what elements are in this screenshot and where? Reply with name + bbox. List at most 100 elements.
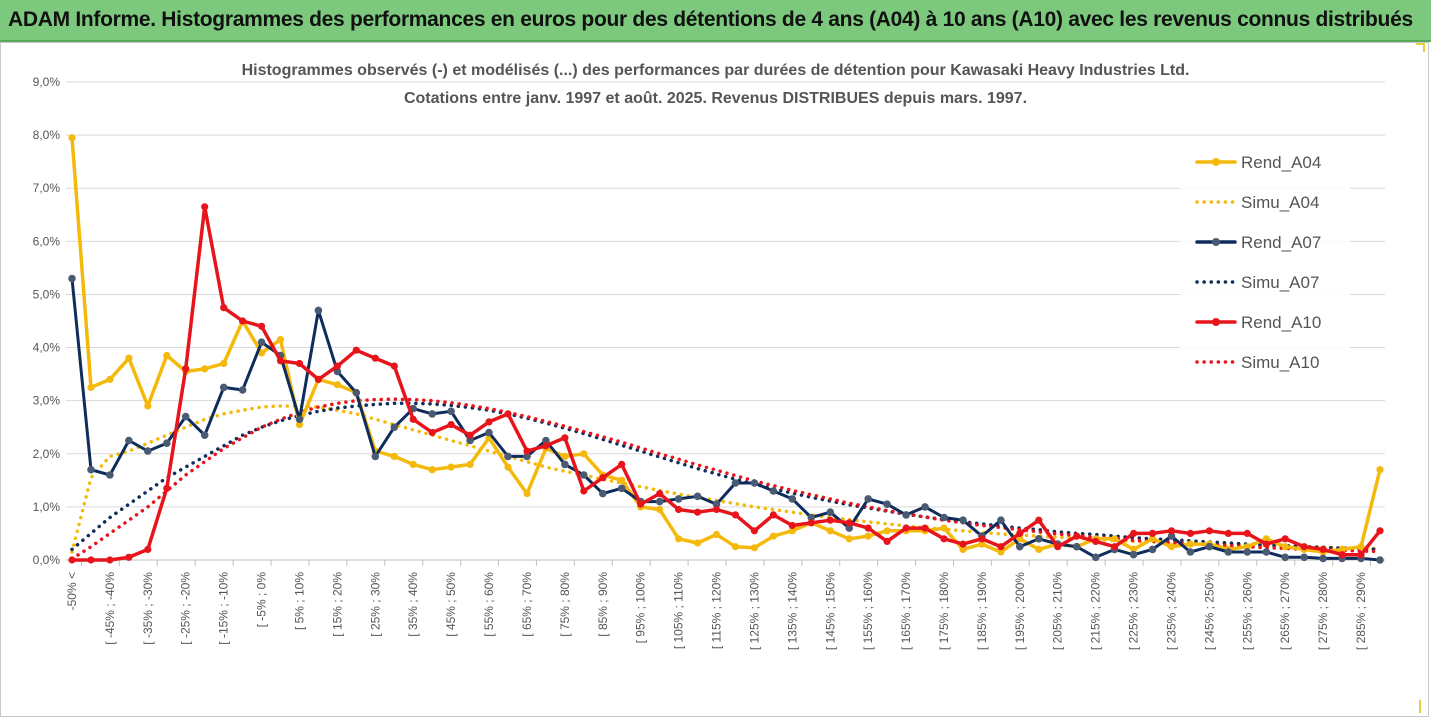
- data-point-rend-a07: [1376, 556, 1384, 564]
- data-point-rend-a10: [144, 545, 152, 554]
- data-point-rend-a10: [864, 524, 872, 532]
- data-point-rend-a10: [485, 418, 493, 426]
- series-line-simu-a10: [70, 397, 1382, 561]
- data-point-rend-a04: [561, 452, 569, 460]
- data-point-rend-a07: [87, 465, 95, 474]
- data-point-rend-a04: [1186, 540, 1194, 548]
- data-point-rend-a10: [106, 556, 114, 564]
- data-point-rend-a10: [921, 524, 929, 532]
- data-point-rend-a07: [1243, 548, 1252, 556]
- data-point-rend-a04: [580, 450, 588, 458]
- legend-label: Rend_A10: [1241, 313, 1321, 332]
- x-tick-label: [ 95% ; 100%: [634, 572, 648, 644]
- x-tick-label: [ 245% ; 250%: [1202, 572, 1216, 650]
- data-point-rend-a07: [1262, 548, 1271, 556]
- report-title: ADAM Informe. Histogrammes des performan…: [8, 8, 1413, 31]
- legend-label: Rend_A04: [1241, 153, 1321, 172]
- data-point-rend-a04: [504, 463, 512, 471]
- data-point-rend-a10: [1073, 532, 1081, 540]
- data-point-rend-a04: [295, 421, 304, 429]
- x-tick-label: [ 115% ; 120%: [710, 572, 724, 649]
- data-point-rend-a07: [295, 415, 304, 424]
- data-point-rend-a07: [1224, 548, 1233, 556]
- data-point-rend-a10: [902, 524, 910, 532]
- data-point-rend-a04: [1376, 466, 1384, 474]
- legend-label: Rend_A07: [1241, 233, 1321, 252]
- x-tick-label: [ 175% ; 180%: [937, 572, 951, 650]
- data-point-rend-a10: [845, 519, 853, 527]
- data-point-rend-a10: [163, 484, 171, 492]
- data-point-rend-a10: [712, 505, 721, 514]
- data-point-rend-a10: [542, 442, 550, 450]
- x-tick-label: [ 135% ; 140%: [785, 572, 799, 650]
- data-point-rend-a10: [390, 362, 398, 370]
- data-point-rend-a07: [163, 439, 171, 448]
- data-point-rend-a04: [826, 527, 834, 535]
- data-point-rend-a04: [1148, 535, 1157, 543]
- data-point-rend-a10: [314, 375, 322, 383]
- y-tick-label: 9,0%: [33, 75, 61, 89]
- data-point-rend-a04: [276, 336, 285, 344]
- data-point-rend-a07: [333, 367, 342, 376]
- data-point-rend-a04: [68, 134, 76, 142]
- data-point-rend-a04: [1167, 543, 1176, 551]
- data-point-rend-a10: [1205, 527, 1213, 535]
- x-tick-label: [ 85% ; 90%: [596, 572, 610, 637]
- data-point-rend-a07: [655, 497, 664, 506]
- chart-title: Histogrammes observés (-) et modélisés (…: [241, 62, 1190, 79]
- data-point-rend-a04: [125, 354, 133, 362]
- x-tick-label: [ 195% ; 200%: [1013, 572, 1027, 650]
- data-point-rend-a07: [371, 452, 380, 461]
- data-point-rend-a04: [788, 527, 796, 535]
- data-point-rend-a04: [883, 527, 891, 535]
- legend-label: Simu_A10: [1241, 353, 1319, 372]
- data-point-rend-a04: [523, 490, 531, 498]
- data-point-rend-a07: [390, 423, 399, 432]
- data-point-rend-a04: [997, 548, 1005, 556]
- data-point-rend-a04: [1111, 535, 1119, 543]
- data-point-rend-a04: [163, 351, 171, 360]
- data-point-rend-a10: [295, 359, 304, 368]
- data-point-rend-a07: [826, 508, 835, 516]
- data-point-rend-a10: [959, 540, 967, 548]
- y-tick-label: 7,0%: [33, 181, 61, 195]
- data-point-rend-a04: [712, 530, 721, 539]
- data-point-rend-a04: [87, 383, 95, 391]
- data-point-rend-a07: [997, 516, 1005, 524]
- data-point-rend-a10: [637, 500, 645, 508]
- data-point-rend-a10: [1319, 545, 1327, 554]
- data-point-rend-a07: [542, 436, 550, 445]
- data-point-rend-a10: [694, 508, 702, 516]
- data-point-rend-a10: [1167, 527, 1176, 535]
- y-tick-label: 3,0%: [33, 394, 61, 408]
- data-point-rend-a07: [447, 407, 455, 416]
- data-point-rend-a04: [409, 460, 417, 468]
- data-point-rend-a07: [693, 492, 702, 501]
- x-tick-label: [ 275% ; 280%: [1316, 572, 1330, 650]
- data-point-rend-a04: [428, 466, 436, 474]
- data-point-rend-a10: [428, 428, 436, 437]
- data-point-rend-a04: [694, 539, 702, 547]
- data-point-rend-a07: [1016, 542, 1024, 551]
- data-point-rend-a10: [466, 431, 474, 439]
- data-point-rend-a07: [845, 524, 853, 532]
- data-point-rend-a10: [1338, 551, 1346, 559]
- data-point-rend-a07: [617, 484, 626, 493]
- data-point-rend-a10: [1357, 551, 1365, 559]
- data-point-rend-a04: [1262, 535, 1270, 543]
- x-tick-label: [ 235% ; 240%: [1164, 572, 1178, 650]
- x-tick-label: [ -35% ; -30%: [141, 572, 155, 645]
- series-line-simu-a07: [70, 401, 1382, 552]
- data-point-rend-a04: [106, 375, 114, 383]
- x-tick-label: [ -45% ; -40%: [103, 572, 117, 645]
- data-point-rend-a07: [1319, 554, 1327, 563]
- y-tick-label: 0,0%: [33, 553, 61, 567]
- data-point-rend-a10: [333, 362, 341, 370]
- data-point-rend-a10: [656, 490, 664, 498]
- header-banner: ADAM Informe. Histogrammes des performan…: [0, 0, 1431, 42]
- data-point-rend-a10: [1016, 529, 1024, 538]
- data-point-rend-a10: [750, 527, 759, 535]
- data-point-rend-a10: [997, 543, 1005, 551]
- data-point-rend-a10: [1243, 529, 1251, 538]
- data-point-rend-a07: [1148, 545, 1157, 554]
